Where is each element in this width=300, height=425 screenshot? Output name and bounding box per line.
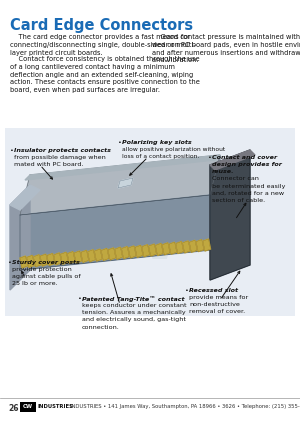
Text: be reterminated easily: be reterminated easily [212,184,285,189]
Polygon shape [149,244,156,256]
Text: Polarizing key slots: Polarizing key slots [122,140,192,145]
Polygon shape [20,195,210,270]
Polygon shape [20,256,28,268]
Text: Insulator protects contacts: Insulator protects contacts [14,148,111,153]
Text: •: • [118,140,124,145]
Text: •: • [10,148,16,153]
Polygon shape [27,255,34,267]
Text: non-destructive: non-destructive [189,302,240,307]
Polygon shape [142,245,149,257]
Text: and, rotated for a new: and, rotated for a new [212,191,284,196]
Text: Contact force consistency is obtained through the use
of a long cantilevered con: Contact force consistency is obtained th… [10,56,200,93]
Text: provide means for: provide means for [189,295,248,300]
Text: tension. Assures a mechanically: tension. Assures a mechanically [82,310,186,315]
Polygon shape [74,251,82,263]
Text: The card edge connector provides a fast means for
connecting/disconnecting singl: The card edge connector provides a fast … [10,34,196,56]
Text: against cable pulls of: against cable pulls of [12,274,81,279]
Polygon shape [210,150,255,170]
Polygon shape [189,240,197,252]
Text: Good contact pressure is maintained with minimum
wear on PC board pads, even in : Good contact pressure is maintained with… [152,34,300,63]
Text: CW: CW [23,405,33,410]
Text: •: • [8,260,14,265]
Text: Contact and cover: Contact and cover [212,155,277,160]
Text: •: • [185,288,191,293]
Text: CW: CW [59,207,181,273]
Polygon shape [210,155,220,250]
Polygon shape [210,150,250,280]
Text: removal of cover.: removal of cover. [189,309,245,314]
Text: section of cable.: section of cable. [212,198,265,203]
Text: keeps conductor under constant: keeps conductor under constant [82,303,187,308]
Text: from possible damage when: from possible damage when [14,155,106,160]
Polygon shape [94,249,102,261]
Text: •: • [78,296,84,301]
Text: INDUSTRIES • 141 James Way, Southampton, PA 18966 • 3626 • Telephone: (215) 355-: INDUSTRIES • 141 James Way, Southampton,… [70,404,300,409]
Text: reuse.: reuse. [212,169,235,174]
Polygon shape [156,244,163,255]
Polygon shape [54,253,62,265]
Polygon shape [176,241,183,254]
Polygon shape [108,248,116,260]
Text: and electrically sound, gas-tight: and electrically sound, gas-tight [82,317,186,323]
Text: •: • [208,155,214,160]
Text: design provides for: design provides for [212,162,282,167]
Polygon shape [118,178,133,188]
Text: mated with PC board.: mated with PC board. [14,162,83,167]
Polygon shape [115,247,122,259]
Text: Card Edge Connectors: Card Edge Connectors [10,18,193,33]
Polygon shape [135,245,143,257]
Text: Sturdy cover posts: Sturdy cover posts [12,260,80,265]
Polygon shape [169,242,177,254]
Polygon shape [68,252,75,264]
Polygon shape [20,155,220,215]
Polygon shape [122,246,129,258]
Polygon shape [61,252,68,264]
Text: allow positive polarization without: allow positive polarization without [122,147,225,152]
Text: Patented Tang-Tite™ contact: Patented Tang-Tite™ contact [82,296,184,302]
Polygon shape [196,240,204,252]
Polygon shape [162,243,170,255]
Text: loss of a contact position.: loss of a contact position. [122,154,199,159]
Polygon shape [47,253,55,266]
Polygon shape [128,246,136,258]
Polygon shape [34,255,41,267]
Text: Connector can: Connector can [212,176,259,181]
Text: provide protection: provide protection [12,267,72,272]
Polygon shape [203,239,211,251]
Text: INDUSTRIES: INDUSTRIES [37,404,73,409]
Polygon shape [101,249,109,261]
Text: 26: 26 [8,404,19,413]
Polygon shape [88,250,95,262]
Polygon shape [40,254,48,266]
Polygon shape [183,241,190,253]
Bar [20,402,36,412]
Polygon shape [10,185,30,290]
Bar [5,128,295,316]
Polygon shape [10,185,40,210]
Text: connection.: connection. [82,325,120,329]
Text: Recessed slot: Recessed slot [189,288,238,293]
Polygon shape [81,250,88,262]
Text: 25 lb or more.: 25 lb or more. [12,281,58,286]
Polygon shape [25,155,220,180]
